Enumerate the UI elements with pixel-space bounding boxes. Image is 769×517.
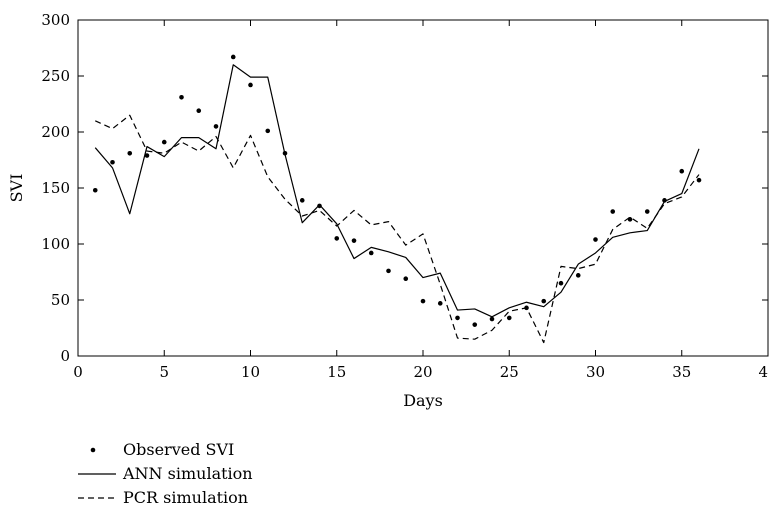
observed-svi-point xyxy=(265,128,271,134)
x-tick-label: 5 xyxy=(159,363,169,381)
y-tick-label: 100 xyxy=(41,235,70,253)
observed-svi-point xyxy=(334,236,340,241)
observed-svi-point xyxy=(455,315,460,321)
observed-svi-point xyxy=(196,108,202,114)
y-tick-label: 250 xyxy=(41,67,70,85)
y-tick-label: 300 xyxy=(41,11,70,29)
x-tick-label: 20 xyxy=(413,363,432,381)
observed-svi-point xyxy=(403,276,409,282)
x-tick-label: 40 xyxy=(758,363,769,381)
observed-svi-point xyxy=(127,150,133,156)
y-axis-title: SVI xyxy=(7,174,26,203)
observed-svi-point xyxy=(644,209,650,214)
x-tick-label: 30 xyxy=(586,363,605,381)
y-tick-label: 150 xyxy=(41,179,70,197)
observed-svi-point xyxy=(230,54,236,60)
ann-simulation-line xyxy=(94,64,700,318)
observed-svi-point xyxy=(213,124,219,129)
observed-svi-point xyxy=(248,82,253,88)
axis-ticks: 0 5 10 15 20 25 30 35 40 0 50 100 150 200 250 300 xyxy=(41,11,769,381)
x-axis-title: Days xyxy=(403,391,443,410)
observed-svi-point xyxy=(179,94,184,100)
plot-frame xyxy=(77,19,769,357)
x-tick-label: 10 xyxy=(241,363,260,381)
legend: Observed SVI ANN simulation PCR simulati… xyxy=(78,440,253,507)
observed-svi-point xyxy=(110,159,115,165)
observed-svi-point xyxy=(489,316,495,322)
observed-svi-point xyxy=(593,237,598,242)
observed-svi-point xyxy=(472,322,478,327)
observed-svi-point xyxy=(541,298,547,304)
x-tick-label: 35 xyxy=(672,363,691,381)
observed-svi-point xyxy=(317,203,322,209)
legend-label-pcr-simulation: PCR simulation xyxy=(123,488,248,507)
y-tick-label: 0 xyxy=(60,347,70,365)
pcr-simulation-line xyxy=(95,114,700,344)
plot-axes xyxy=(77,19,769,357)
legend-label-ann-simulation: ANN simulation xyxy=(122,464,253,483)
x-tick-label: 25 xyxy=(500,363,519,381)
observed-svi-point xyxy=(161,139,167,145)
observed-svi-point xyxy=(679,168,685,174)
observed-svi-point xyxy=(299,198,305,203)
observed-svi-point xyxy=(144,153,150,158)
observed-svi-point xyxy=(351,238,357,243)
x-tick-label: 0 xyxy=(73,363,83,381)
observed-svi-point xyxy=(558,280,564,286)
x-tick-label: 15 xyxy=(327,363,346,381)
observed-svi-point xyxy=(420,298,426,304)
observed-svi-point xyxy=(386,268,391,274)
observed-svi-point xyxy=(696,177,702,183)
observed-svi-point xyxy=(92,187,98,193)
observed-svi-point xyxy=(575,273,581,278)
observed-svi-point xyxy=(506,315,512,321)
observed-svi-point xyxy=(437,301,443,306)
observed-svi-point xyxy=(368,250,374,256)
y-tick-label: 200 xyxy=(41,123,70,141)
series-layer xyxy=(92,54,702,344)
legend-label-observed-svi: Observed SVI xyxy=(123,440,234,459)
observed-svi-point xyxy=(610,209,616,214)
y-tick-label: 50 xyxy=(51,291,70,309)
legend-marker-observed-svi xyxy=(90,447,96,453)
